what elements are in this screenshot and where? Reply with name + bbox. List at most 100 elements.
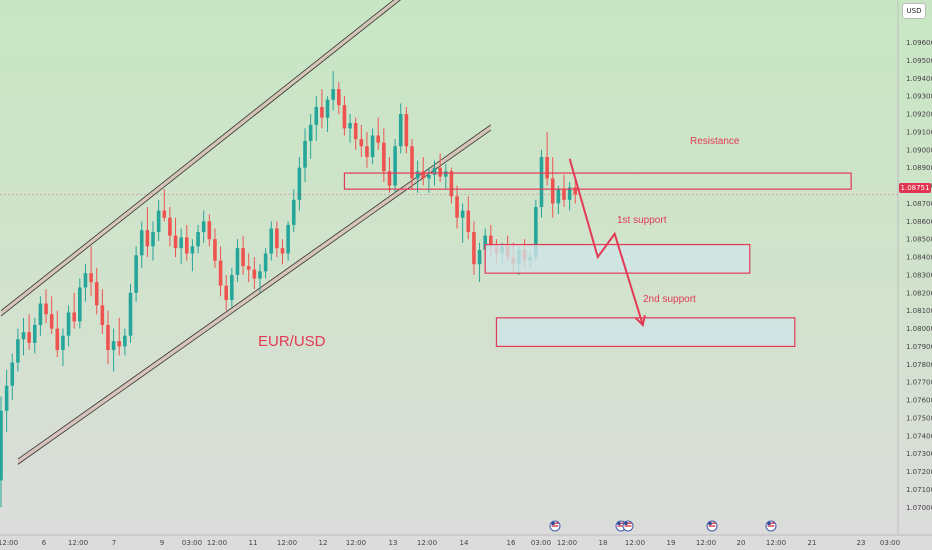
candle-body — [365, 146, 369, 157]
candle — [117, 317, 122, 356]
candle — [320, 89, 324, 129]
candle — [111, 328, 116, 372]
price-zones[interactable] — [343, 172, 852, 348]
second-support-zone[interactable] — [495, 317, 796, 348]
candle — [455, 185, 459, 229]
time-tick-label: 12:00 — [346, 539, 366, 547]
time-tick-label: 23 — [857, 539, 866, 547]
flag-stripe — [617, 525, 625, 527]
candle — [415, 160, 420, 193]
candle-body — [44, 303, 48, 315]
candle — [573, 178, 578, 204]
first-support-zone[interactable] — [484, 243, 751, 274]
candle-body — [455, 196, 459, 218]
price-tick-label: 1.07900 — [906, 343, 932, 351]
candle-body — [489, 235, 493, 247]
candle-body — [0, 410, 3, 481]
candle-body — [173, 235, 178, 249]
flag-canton — [617, 522, 621, 525]
candle-body — [410, 146, 414, 179]
price-tick-label: 1.09600 — [906, 39, 932, 47]
candle-body — [449, 171, 454, 197]
currency-badge[interactable]: USD — [902, 3, 926, 19]
us-flag-icon[interactable] — [622, 520, 634, 532]
price-tick-label: 1.09300 — [906, 93, 932, 101]
us-flag-icon[interactable] — [765, 520, 777, 532]
candle-body — [337, 89, 341, 106]
time-tick-label: 12:00 — [557, 539, 577, 547]
candle-body — [246, 266, 251, 270]
candle-body — [100, 305, 105, 325]
price-tick-label: 1.08700 — [906, 200, 932, 208]
time-tick-label: 11 — [249, 539, 258, 547]
candle — [567, 182, 572, 211]
candle — [286, 221, 290, 261]
flag-stripe — [708, 525, 716, 527]
candle — [258, 264, 262, 293]
time-tick-label: 6 — [42, 539, 47, 547]
candle — [190, 239, 195, 272]
candle — [151, 221, 155, 261]
candle-body — [466, 210, 471, 233]
candle — [308, 114, 313, 159]
candle — [421, 156, 426, 186]
candle-body — [331, 89, 335, 100]
time-tick-label: 12:00 — [696, 539, 716, 547]
candle — [83, 264, 88, 302]
price-tick-label: 1.08600 — [906, 218, 932, 226]
projection-arrowhead-icon — [634, 314, 646, 327]
candle — [55, 310, 60, 358]
candle-body — [308, 124, 313, 141]
candle-body — [128, 292, 133, 336]
resistance-label: Resistance — [690, 136, 740, 147]
candle-body — [190, 246, 195, 254]
price-tick-label: 1.08000 — [906, 325, 932, 333]
candle — [472, 221, 476, 275]
candle — [168, 207, 172, 247]
flag-stripe — [767, 522, 775, 524]
candle — [0, 396, 3, 508]
candle-body — [4, 385, 9, 411]
time-tick-label: 12:00 — [277, 539, 297, 547]
us-flag-icon[interactable] — [706, 520, 718, 532]
price-tick-label: 1.07300 — [906, 450, 932, 458]
price-axis[interactable]: 1.09600 1.09500 1.09400 1.09300 1.09200 1.091… — [906, 39, 932, 512]
time-tick-label: 18 — [599, 539, 608, 547]
candle — [16, 328, 20, 372]
candle-body — [111, 341, 116, 350]
candle — [32, 317, 37, 354]
time-tick-label: 12:00 — [417, 539, 437, 547]
resistance-zone[interactable] — [343, 172, 852, 190]
price-tick-label: 1.07600 — [906, 397, 932, 405]
candle-body — [179, 237, 183, 249]
candle-body — [123, 335, 127, 347]
candle — [410, 139, 414, 190]
flag-canton — [708, 522, 712, 525]
time-tick-label: 20 — [737, 539, 746, 547]
candle — [365, 131, 369, 168]
candle — [106, 310, 110, 365]
price-tick-label: 1.08300 — [906, 271, 932, 279]
channel-upper-line[interactable] — [0, 0, 401, 311]
candle — [348, 114, 352, 143]
price-tick-label: 1.08400 — [906, 254, 932, 262]
candle — [539, 149, 544, 218]
projection-arrow[interactable] — [568, 158, 644, 326]
time-tick-label: 12:00 — [0, 539, 18, 547]
candle-body — [106, 324, 110, 350]
us-flag-icon[interactable] — [549, 520, 561, 532]
candle-body — [66, 312, 71, 336]
candle — [550, 156, 555, 218]
candle-body — [325, 99, 330, 118]
flag-stripe — [708, 522, 716, 524]
candle — [280, 239, 285, 265]
economic-events[interactable] — [549, 520, 777, 532]
candle — [398, 103, 403, 154]
candle-body — [477, 249, 482, 265]
candle — [314, 96, 319, 141]
candle — [438, 153, 442, 182]
candle — [179, 228, 183, 265]
candle-body — [49, 314, 54, 329]
time-axis[interactable]: 12:00 6 12:00 7 9 03:00 12:00 11 12:00 12 12:00 13 1… — [0, 539, 900, 547]
